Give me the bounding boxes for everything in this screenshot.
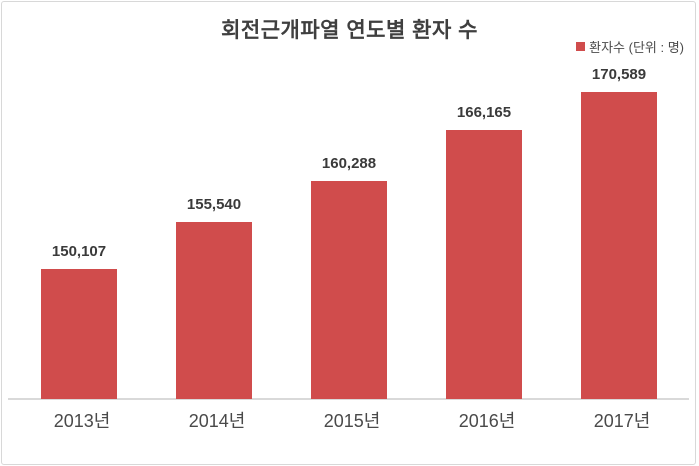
x-axis-label: 2015년 bbox=[323, 411, 381, 431]
bar-2015년 bbox=[311, 181, 387, 399]
bar-value-label: 155,540 bbox=[186, 196, 242, 213]
x-axis-label: 2017년 bbox=[593, 411, 651, 431]
x-axis-label: 2013년 bbox=[53, 411, 111, 431]
bar-2014년 bbox=[176, 222, 252, 399]
bar-value-label: 170,589 bbox=[591, 66, 647, 83]
legend-label: 환자수 (단위 : 명) bbox=[589, 40, 684, 55]
bar-2013년 bbox=[41, 269, 117, 399]
legend: 환자수 (단위 : 명) bbox=[576, 37, 684, 56]
x-axis-baseline bbox=[8, 398, 689, 400]
x-axis-label: 2016년 bbox=[458, 411, 516, 431]
bar-value-label: 160,288 bbox=[321, 155, 377, 172]
bar-value-label: 166,165 bbox=[456, 104, 512, 121]
legend-swatch-icon bbox=[576, 42, 586, 51]
bar-value-label: 150,107 bbox=[51, 243, 107, 260]
chart-title: 회전근개파열 연도별 환자 수 bbox=[221, 19, 478, 42]
bar-2016년 bbox=[446, 130, 522, 399]
bar-2017년 bbox=[581, 92, 657, 399]
x-axis-label: 2014년 bbox=[188, 411, 246, 431]
